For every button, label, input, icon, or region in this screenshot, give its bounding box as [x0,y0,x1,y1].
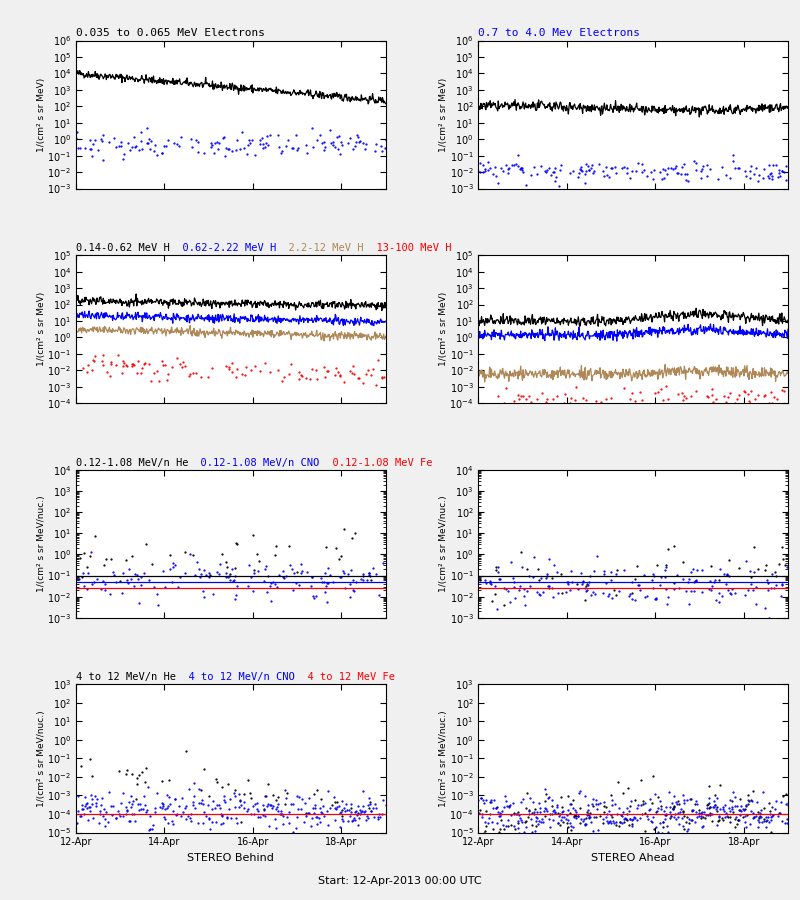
Text: 0.7 to 4.0 Mev Electrons: 0.7 to 4.0 Mev Electrons [478,28,641,39]
Text: 13-100 MeV H: 13-100 MeV H [363,243,451,253]
Y-axis label: 1/(cm² s sr MeV): 1/(cm² s sr MeV) [439,292,448,366]
Text: Start: 12-Apr-2013 00:00 UTC: Start: 12-Apr-2013 00:00 UTC [318,876,482,886]
Y-axis label: 1/(cm² s sr MeV/nuc.): 1/(cm² s sr MeV/nuc.) [37,496,46,592]
Text: 0.12-1.08 MeV Fe: 0.12-1.08 MeV Fe [320,457,432,468]
X-axis label: STEREO Ahead: STEREO Ahead [591,853,675,863]
Text: 4 to 12 MeV/n He: 4 to 12 MeV/n He [76,672,176,682]
Y-axis label: 1/(cm² s sr MeV/nuc.): 1/(cm² s sr MeV/nuc.) [439,710,448,806]
Text: 0.12-1.08 MeV/n CNO: 0.12-1.08 MeV/n CNO [189,457,320,468]
Y-axis label: 1/(cm² s sr MeV/nuc.): 1/(cm² s sr MeV/nuc.) [439,496,448,592]
Y-axis label: 1/(cm² s sr MeV): 1/(cm² s sr MeV) [439,77,448,151]
X-axis label: STEREO Behind: STEREO Behind [187,853,274,863]
Y-axis label: 1/(cm² s sr MeV/nuc.): 1/(cm² s sr MeV/nuc.) [37,710,46,806]
Text: 2.2-12 MeV H: 2.2-12 MeV H [276,243,363,253]
Text: 4 to 12 MeV Fe: 4 to 12 MeV Fe [294,672,394,682]
Text: 0.035 to 0.065 MeV Electrons: 0.035 to 0.065 MeV Electrons [76,28,265,39]
Text: 0.12-1.08 MeV/n He: 0.12-1.08 MeV/n He [76,457,189,468]
Y-axis label: 1/(cm² s sr MeV): 1/(cm² s sr MeV) [37,77,46,151]
Text: 0.14-0.62 MeV H: 0.14-0.62 MeV H [76,243,170,253]
Text: 0.62-2.22 MeV H: 0.62-2.22 MeV H [170,243,276,253]
Y-axis label: 1/(cm² s sr MeV): 1/(cm² s sr MeV) [37,292,46,366]
Text: 4 to 12 MeV/n CNO: 4 to 12 MeV/n CNO [176,672,294,682]
